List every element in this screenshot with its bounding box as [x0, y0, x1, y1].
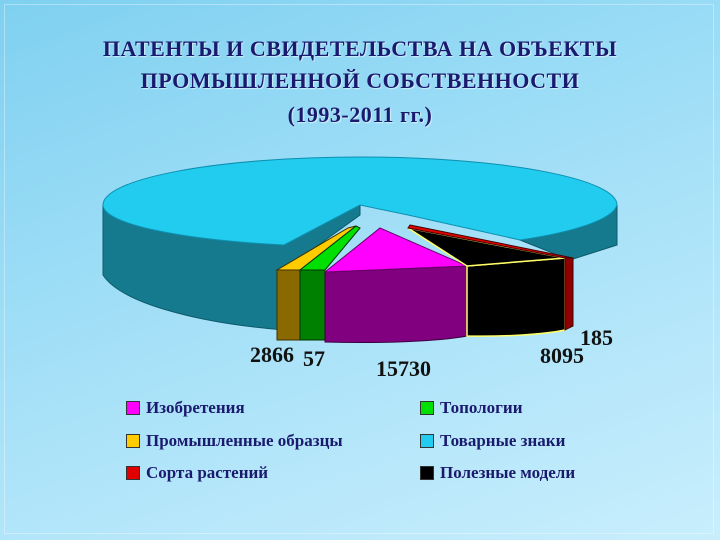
legend-item-inventions: Изобретения	[126, 398, 245, 418]
legend-label-industrial-designs: Промышленные образцы	[146, 431, 343, 450]
chart-title-line-1: ПАТЕНТЫ И СВИДЕТЕЛЬСТВА НА ОБЪЕКТЫ	[102, 36, 618, 61]
legend-label-utility-models: Полезные модели	[440, 463, 576, 482]
slice-plant-varieties-front	[564, 257, 574, 331]
legend-item-trademarks: Товарные знаки	[420, 431, 565, 451]
data-label-utility-models: 8095	[540, 343, 584, 368]
data-label-topologies: 57	[303, 346, 325, 371]
chart-title-line-3: (1993-2011 гг.)	[287, 102, 433, 127]
legend-item-topologies: Топологии	[420, 398, 523, 418]
slice-topologies-top	[298, 225, 361, 271]
legend-swatch-industrial-designs	[126, 434, 140, 448]
legend-swatch-utility-models	[420, 466, 434, 480]
legend-swatch-plant-varieties	[126, 466, 140, 480]
legend-swatch-topologies	[420, 401, 434, 415]
chart-title-line-2: ПРОМЫШЛЕННОЙ СОБСТВЕННОСТИ	[140, 68, 580, 93]
legend-label-trademarks: Товарные знаки	[440, 431, 566, 450]
slice-inventions-front	[324, 265, 468, 344]
legend-item-industrial-designs: Промышленные образцы	[126, 431, 343, 451]
legend-label-topologies: Топологии	[440, 398, 523, 417]
legend-item-utility-models: Полезные модели	[420, 463, 575, 483]
slice-utility-models-front	[466, 257, 566, 337]
slice-trademarks-top	[102, 156, 618, 246]
legend-label-plant-varieties: Сорта растений	[146, 463, 269, 482]
slice-plant-varieties-top	[407, 224, 574, 259]
slice-inventions-top	[323, 227, 468, 273]
legend-swatch-trademarks	[420, 434, 434, 448]
slice-industrial-designs-front	[276, 269, 301, 341]
data-label-plant-varieties: 185	[580, 325, 613, 350]
data-label-industrial-designs: 2866	[250, 342, 294, 367]
slice-topologies-front	[299, 269, 326, 341]
legend-swatch-inventions	[126, 401, 140, 415]
slide-frame	[4, 4, 714, 534]
legend-label-inventions: Изобретения	[146, 398, 245, 417]
data-label-inventions: 15730	[376, 356, 431, 381]
legend-item-plant-varieties: Сорта растений	[126, 463, 268, 483]
